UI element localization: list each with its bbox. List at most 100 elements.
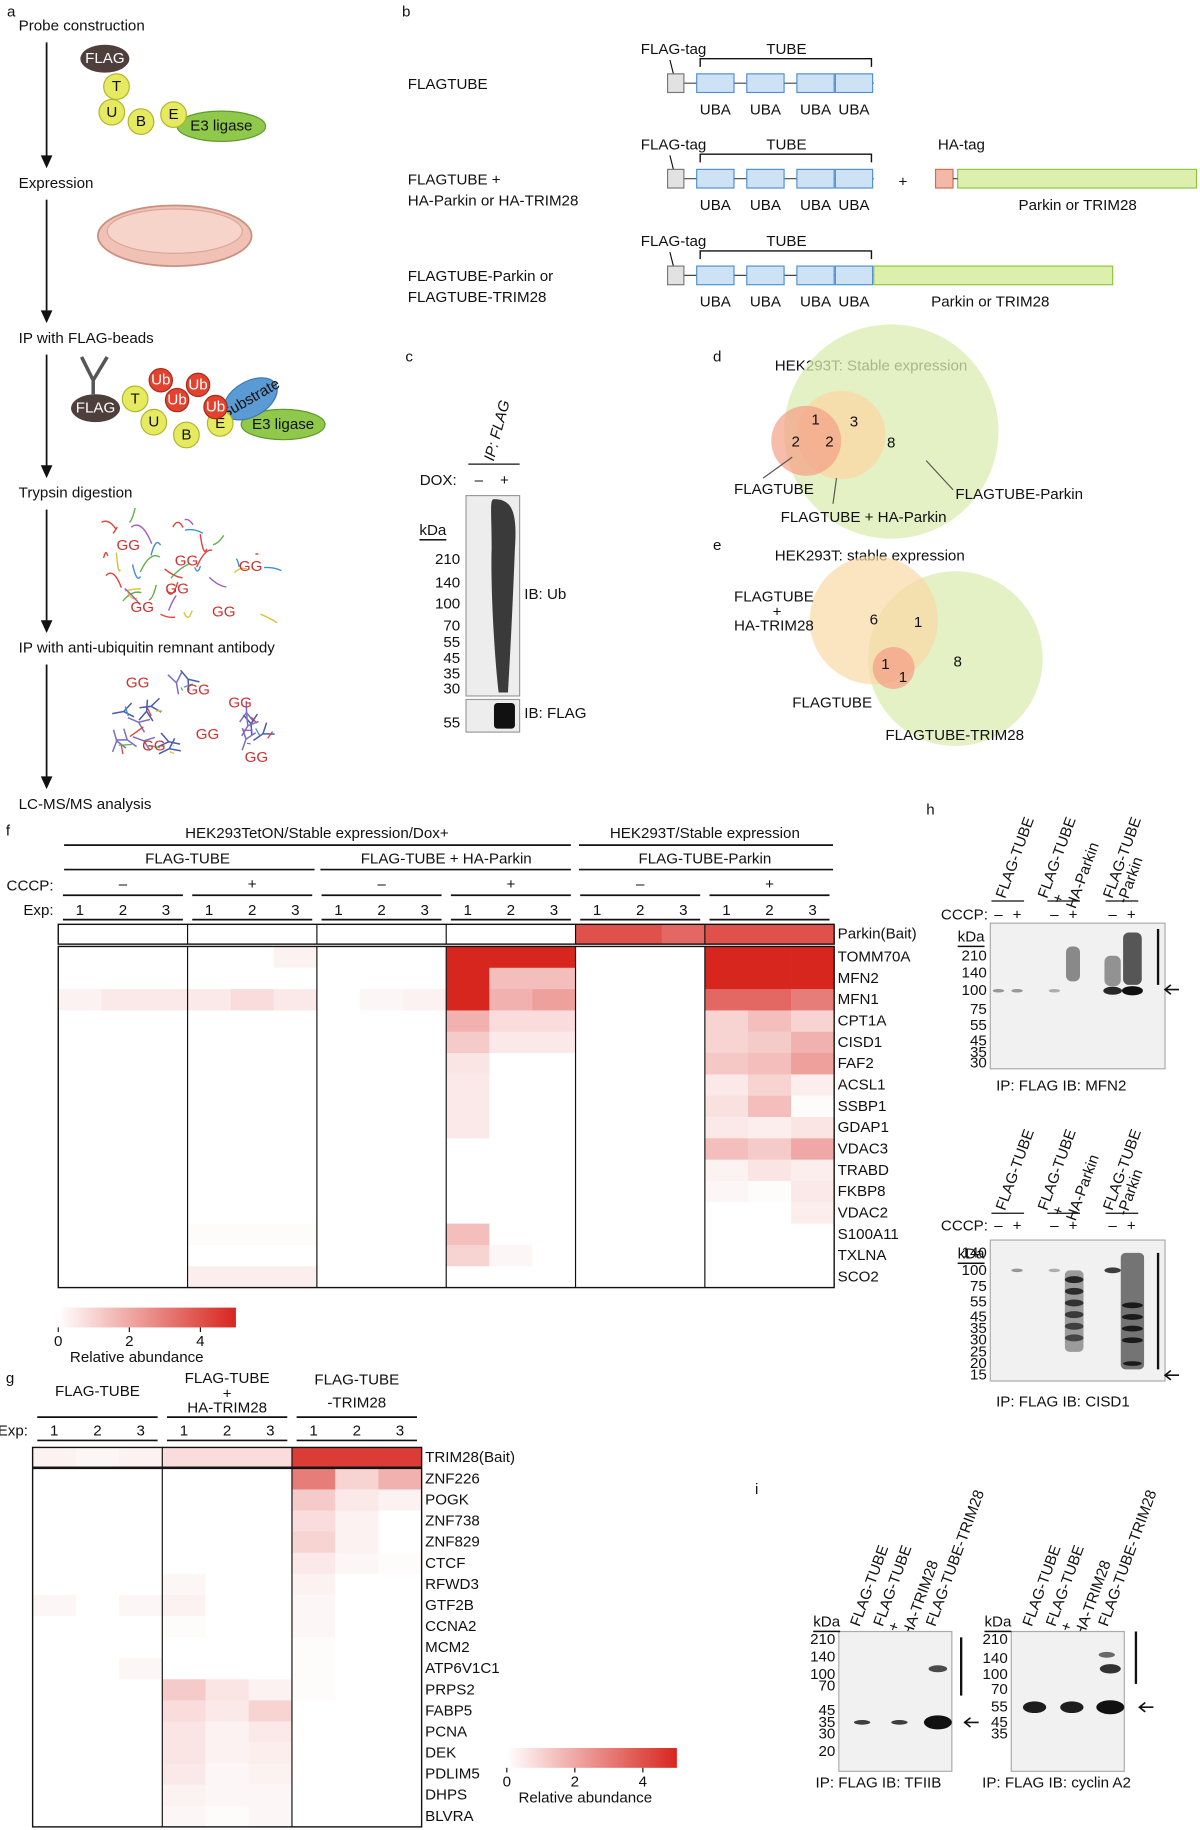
heatmap-cell	[205, 1805, 250, 1828]
peptide	[260, 613, 278, 624]
heatmap-cell	[187, 1202, 232, 1224]
heatmap-cell	[316, 1031, 361, 1054]
heatmap-cell	[101, 1180, 145, 1203]
heatmap-cell	[144, 1159, 188, 1182]
heatmap-cell	[403, 1010, 447, 1033]
heatmap-cell	[360, 1117, 404, 1139]
heatmap-cell	[791, 924, 835, 945]
venn-count: 6	[870, 612, 878, 629]
heatmap-cell	[248, 1531, 293, 1554]
tube-label: TUBE	[766, 136, 806, 153]
heatmap-cell	[205, 1616, 250, 1638]
heatmap-cell	[532, 1117, 576, 1139]
heatmap-cell	[532, 924, 576, 945]
heatmap-cell	[58, 1053, 102, 1075]
heatmap-cell	[248, 1805, 293, 1828]
heatmap-cell	[187, 967, 232, 990]
heatmap-cell	[446, 967, 490, 990]
heatmap-cell	[75, 1721, 120, 1743]
tag-label: FLAG-tag	[641, 41, 707, 58]
heatmap-cell	[403, 1053, 447, 1075]
heatmap-cell	[747, 924, 792, 945]
cccp-sign: +	[1013, 907, 1022, 924]
heatmap-cell	[575, 1244, 619, 1267]
uba-box	[746, 265, 785, 286]
panel-letter: f	[6, 823, 11, 840]
remnant-label: GG	[117, 537, 141, 554]
colorbar-tick-label: 0	[503, 1773, 511, 1790]
heatmap-cell	[187, 1159, 232, 1182]
heatmap-cell	[162, 1637, 206, 1659]
lane-label: FLAG-TUBE	[993, 815, 1038, 901]
heatmap-cell	[360, 989, 404, 1011]
heatmap-cell	[273, 1138, 318, 1161]
heatmap-cell	[273, 989, 318, 1011]
band	[1099, 1664, 1121, 1674]
heatmap-cell	[162, 1658, 206, 1680]
venn-label: FLAGTUBE	[792, 694, 872, 711]
heatmap-cell	[489, 1010, 533, 1033]
exp-number: 2	[119, 902, 127, 919]
band	[928, 1665, 948, 1673]
heatmap-cell	[205, 1637, 250, 1659]
uba-label: UBA	[750, 294, 782, 311]
heatmap-cell	[747, 1138, 792, 1161]
domain-label: E3 ligase	[190, 118, 252, 135]
venn-count: 2	[825, 433, 833, 450]
heatmap-cell	[75, 1679, 120, 1701]
heatmap-cell	[360, 1074, 404, 1097]
antibody	[158, 737, 181, 755]
group-header: HA-TRIM28	[187, 1399, 267, 1416]
row-label: ATP6V1C1	[425, 1660, 500, 1677]
heatmap-cell	[205, 1763, 250, 1786]
row-label: CPT1A	[838, 1013, 888, 1030]
arrow-indicator	[1163, 1369, 1180, 1381]
antibody	[115, 728, 138, 748]
heatmap-cell	[661, 1159, 706, 1182]
marker-label: 30	[970, 1332, 987, 1349]
band	[1104, 1267, 1121, 1274]
heatmap-cell	[661, 1266, 706, 1288]
heatmap-cell	[704, 1074, 749, 1097]
marker-label: 210	[962, 947, 987, 964]
lane-label: FLAG-TUBE-TRIM28	[1095, 1488, 1160, 1629]
cccp-sign: +	[1127, 907, 1136, 924]
heatmap-cell	[58, 989, 102, 1011]
uba-label: UBA	[700, 294, 732, 311]
step-label: IP with FLAG-beads	[19, 330, 155, 347]
peptide	[264, 566, 282, 572]
heatmap-cell	[58, 1266, 102, 1288]
peptide	[166, 581, 179, 595]
heatmap-cell	[446, 946, 490, 969]
peptide	[199, 534, 208, 553]
heatmap-cell	[661, 1244, 706, 1267]
step-label: IP with anti-ubiquitin remnant antibody	[19, 640, 276, 657]
heatmap-cell	[403, 924, 447, 945]
heatmap-cell	[791, 1095, 835, 1118]
group-header: FLAG-TUBE	[145, 851, 230, 868]
colorbar-label: Relative abundance	[70, 1349, 204, 1366]
group-header: HEK293T/Stable expression	[610, 825, 800, 842]
marker-label: 15	[970, 1367, 987, 1384]
marker-label: 75	[970, 1278, 987, 1295]
heatmap-cell	[791, 989, 835, 1011]
exp-number: 1	[76, 902, 84, 919]
heatmap-cell	[335, 1510, 379, 1533]
marker-label: 140	[962, 1244, 987, 1261]
heatmap-cell	[360, 924, 404, 945]
domain	[103, 73, 130, 101]
heatmap-cell	[575, 1074, 619, 1097]
heatmap-cell	[446, 1159, 490, 1182]
peptide	[196, 549, 213, 568]
heatmap-cell	[230, 1010, 275, 1033]
heatmap-cell	[403, 1074, 447, 1097]
venn-count: 1	[914, 614, 922, 631]
row-label: S100A11	[838, 1226, 899, 1243]
heatmap-cell	[532, 1266, 576, 1288]
heatmap-cell	[335, 1637, 379, 1659]
cccp-sign: –	[1050, 907, 1059, 924]
heatmap-cell	[101, 1074, 145, 1097]
row-label: TRABD	[838, 1162, 889, 1179]
cccp-sign: +	[1069, 1218, 1078, 1235]
heatmap-cell	[32, 1637, 77, 1659]
